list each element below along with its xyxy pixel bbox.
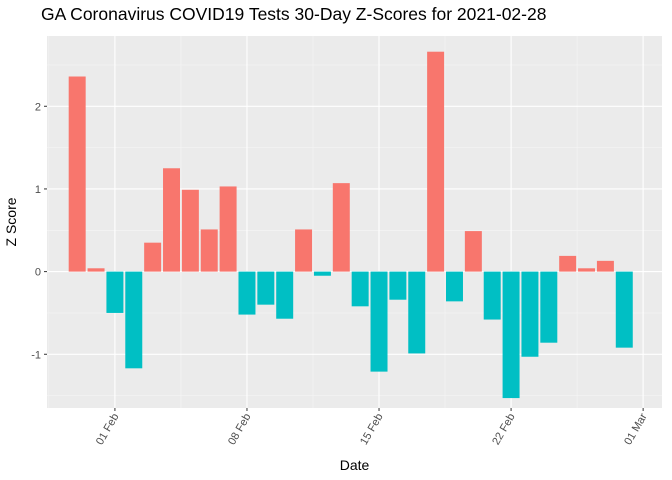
- bar: [370, 271, 388, 372]
- bar: [219, 186, 237, 272]
- bar: [389, 271, 407, 300]
- bar: [540, 271, 558, 343]
- x-tick-label: 15 Feb: [358, 412, 386, 448]
- y-tick-label: -1: [31, 349, 41, 361]
- x-axis-title: Date: [340, 457, 370, 473]
- bar: [615, 271, 633, 348]
- x-tick-label: 08 Feb: [226, 412, 254, 448]
- bar: [351, 271, 369, 307]
- bar: [596, 260, 614, 272]
- bar: [521, 271, 539, 357]
- plot-panel: [47, 36, 662, 408]
- y-axis: -1 0 1 2: [31, 101, 47, 361]
- bar: [313, 271, 331, 276]
- bar: [578, 268, 596, 272]
- bar: [200, 229, 218, 272]
- bar: [68, 76, 86, 272]
- bar: [502, 271, 520, 399]
- bar-series: [68, 51, 633, 399]
- y-tick-label: 1: [35, 184, 41, 196]
- x-tick-label: 01 Feb: [94, 412, 122, 448]
- bar: [125, 271, 143, 369]
- bar: [181, 189, 199, 272]
- bar: [238, 271, 256, 315]
- bar: [445, 271, 463, 302]
- bar: [144, 242, 162, 272]
- bar: [257, 271, 275, 305]
- minor-gridlines: [47, 36, 662, 408]
- chart-title: GA Coronavirus COVID19 Tests 30-Day Z-Sc…: [41, 4, 547, 24]
- y-axis-title: Z Score: [3, 197, 19, 246]
- x-tick-label: 01 Mar: [622, 411, 650, 447]
- bar: [332, 183, 350, 272]
- bar: [106, 271, 124, 313]
- bar: [276, 271, 294, 319]
- bar: [408, 271, 426, 354]
- bar: [163, 168, 180, 272]
- bar: [427, 51, 445, 272]
- bar: [295, 229, 313, 272]
- y-tick-label: 0: [35, 267, 41, 279]
- bar: [87, 268, 105, 272]
- x-axis: 01 Feb 08 Feb 15 Feb 22 Feb 01 Mar: [94, 408, 650, 447]
- y-tick-label: 2: [35, 101, 41, 113]
- x-tick-label: 22 Feb: [490, 412, 518, 448]
- bar: [483, 271, 501, 320]
- bar: [559, 255, 577, 272]
- bar: [464, 231, 482, 272]
